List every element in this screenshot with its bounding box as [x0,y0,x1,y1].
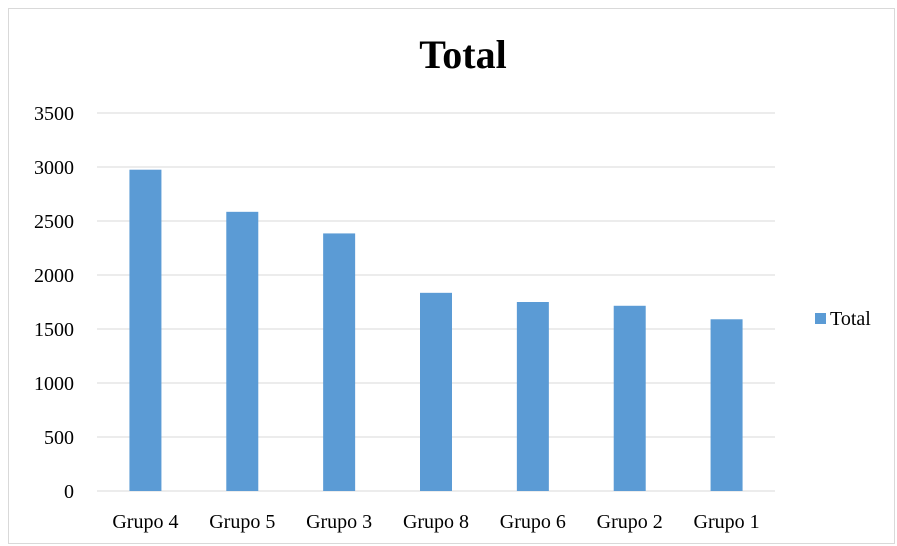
y-tick-label: 1500 [34,319,74,341]
gridlines [97,112,775,492]
y-tick-label: 500 [44,427,74,449]
x-tick-label: Grupo 5 [209,511,275,533]
y-tick-label: 0 [64,481,74,503]
bar [613,305,646,491]
y-tick-label: 3000 [34,157,74,179]
chart-title: Total [419,32,506,77]
bar [420,292,452,491]
x-tick-label: Grupo 2 [597,511,663,533]
bar [226,211,259,491]
bar [323,233,356,492]
x-tick-label: Grupo 3 [306,511,372,533]
bar [516,302,549,491]
x-tick-label: Grupo 1 [694,511,760,533]
bar [710,319,743,491]
y-tick-label: 2000 [34,265,74,287]
x-tick-label: Grupo 8 [403,511,469,533]
bars [129,169,743,492]
legend: Total [815,308,871,330]
x-tick-label: Grupo 4 [112,511,178,533]
chart-frame [8,8,895,544]
x-axis-ticks: Grupo 4 Grupo 5 Grupo 3 Grupo 8 Grupo 6 Grupo… [112,511,759,533]
bar [129,169,162,491]
y-tick-label: 1000 [34,373,74,395]
y-tick-label: 2500 [34,211,74,233]
x-tick-label: Grupo 6 [500,511,566,533]
legend-label-total: Total [830,308,871,330]
y-tick-label: 3500 [34,103,74,125]
y-axis-ticks: 0 500 1000 1500 2000 2500 3000 3500 [34,103,74,503]
legend-swatch-total [815,313,826,324]
